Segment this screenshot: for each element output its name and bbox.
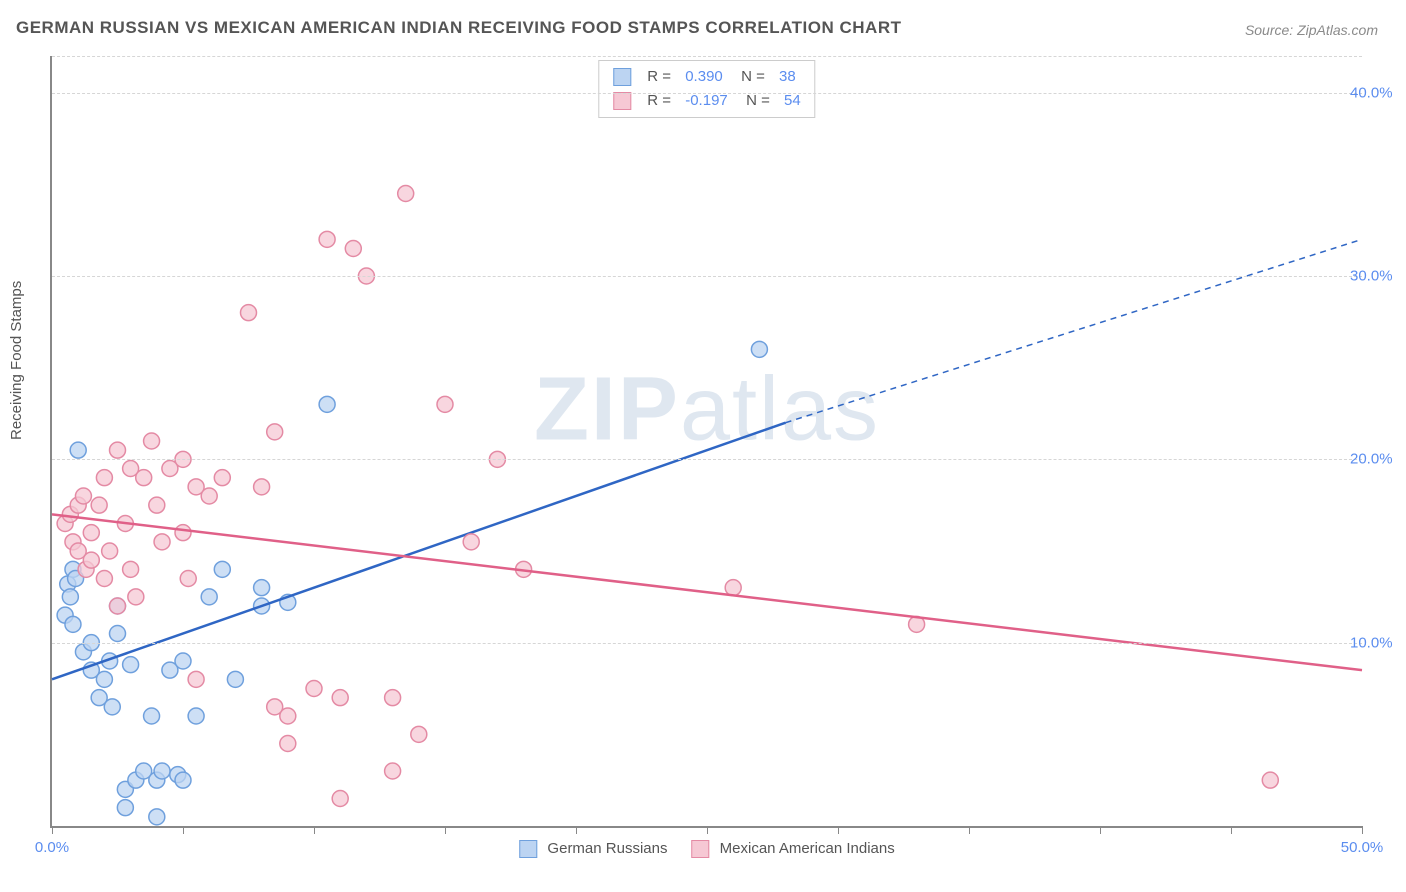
data-point [751,341,767,357]
data-point [110,442,126,458]
y-tick-label: 10.0% [1350,634,1406,651]
swatch-series-1 [613,68,631,86]
data-point [385,763,401,779]
data-point [110,626,126,642]
data-point [319,231,335,247]
stats-row-1: R = 0.390 N = 38 [613,65,800,89]
data-point [96,671,112,687]
data-point [175,653,191,669]
regression-line [52,514,1362,670]
data-point [411,726,427,742]
plot-area: ZIPatlas R = 0.390 N = 38 R = -0.197 N =… [50,56,1362,828]
data-point [70,442,86,458]
legend-item-1: German Russians [519,840,667,858]
data-point [91,497,107,513]
data-point [306,681,322,697]
data-point [128,589,144,605]
data-point [117,800,133,816]
data-point [96,571,112,587]
data-point [280,736,296,752]
data-point [75,488,91,504]
data-point [104,699,120,715]
scatter-svg [52,56,1362,826]
legend-item-2: Mexican American Indians [691,840,894,858]
data-point [83,552,99,568]
data-point [83,525,99,541]
data-point [188,671,204,687]
y-tick-label: 20.0% [1350,451,1406,468]
data-point [332,690,348,706]
data-point [110,598,126,614]
data-point [188,708,204,724]
data-point [96,470,112,486]
data-point [214,470,230,486]
data-point [65,616,81,632]
data-point [398,186,414,202]
x-tick-label: 50.0% [1341,839,1384,856]
data-point [345,241,361,257]
data-point [154,534,170,550]
y-tick-label: 40.0% [1350,84,1406,101]
data-point [227,671,243,687]
data-point [319,396,335,412]
y-axis-label: Receiving Food Stamps [8,281,25,440]
stats-legend: R = 0.390 N = 38 R = -0.197 N = 54 [598,60,815,118]
data-point [123,561,139,577]
data-point [175,772,191,788]
series-legend: German Russians Mexican American Indians [519,840,894,858]
data-point [201,488,217,504]
data-point [267,424,283,440]
data-point [267,699,283,715]
data-point [102,543,118,559]
data-point [254,580,270,596]
y-tick-label: 30.0% [1350,268,1406,285]
data-point [123,657,139,673]
source-attribution: Source: ZipAtlas.com [1245,22,1378,38]
x-tick-label: 0.0% [35,839,69,856]
data-point [149,809,165,825]
data-point [241,305,257,321]
data-point [214,561,230,577]
data-point [332,791,348,807]
data-point [385,690,401,706]
data-point [1262,772,1278,788]
data-point [201,589,217,605]
data-point [62,589,78,605]
data-point [463,534,479,550]
data-point [154,763,170,779]
regression-extrapolation [786,239,1362,422]
data-point [725,580,741,596]
chart-title: GERMAN RUSSIAN VS MEXICAN AMERICAN INDIA… [16,18,902,38]
data-point [136,470,152,486]
data-point [144,433,160,449]
swatch-icon [691,840,709,858]
swatch-series-2 [613,92,631,110]
data-point [144,708,160,724]
data-point [180,571,196,587]
data-point [175,525,191,541]
data-point [437,396,453,412]
regression-line [52,423,786,680]
data-point [149,497,165,513]
swatch-icon [519,840,537,858]
data-point [254,479,270,495]
